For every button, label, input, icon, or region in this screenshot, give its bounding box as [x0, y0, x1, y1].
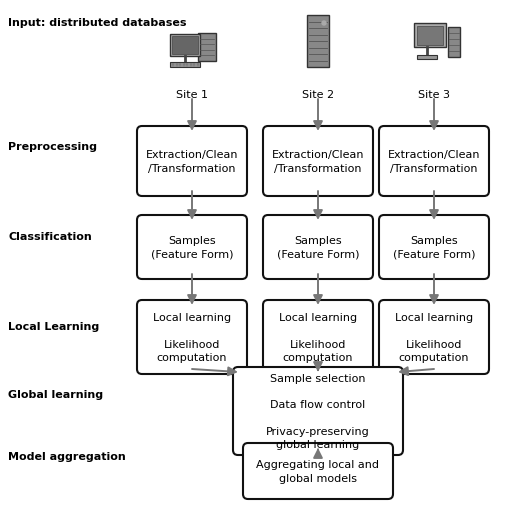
- Text: Extraction/Clean
/Transformation: Extraction/Clean /Transformation: [146, 150, 238, 173]
- Text: Extraction/Clean
/Transformation: Extraction/Clean /Transformation: [388, 150, 480, 173]
- Text: Local learning

Likelihood
computation: Local learning Likelihood computation: [395, 313, 473, 362]
- Text: Samples
(Feature Form): Samples (Feature Form): [151, 236, 233, 259]
- Text: Local learning

Likelihood
computation: Local learning Likelihood computation: [279, 313, 357, 362]
- Text: Site 2: Site 2: [302, 90, 334, 100]
- Text: Extraction/Clean
/Transformation: Extraction/Clean /Transformation: [272, 150, 364, 173]
- Text: Site 3: Site 3: [418, 90, 450, 100]
- FancyBboxPatch shape: [379, 127, 489, 196]
- Text: Aggregating local and
global models: Aggregating local and global models: [257, 460, 380, 483]
- FancyBboxPatch shape: [417, 56, 437, 60]
- FancyBboxPatch shape: [137, 300, 247, 374]
- FancyBboxPatch shape: [307, 16, 329, 68]
- Text: Site 1: Site 1: [176, 90, 208, 100]
- Text: Samples
(Feature Form): Samples (Feature Form): [393, 236, 475, 259]
- Circle shape: [322, 22, 326, 26]
- FancyBboxPatch shape: [170, 35, 200, 57]
- Text: Local learning

Likelihood
computation: Local learning Likelihood computation: [153, 313, 231, 362]
- FancyBboxPatch shape: [379, 300, 489, 374]
- FancyBboxPatch shape: [417, 27, 443, 46]
- FancyBboxPatch shape: [379, 216, 489, 279]
- FancyBboxPatch shape: [172, 37, 198, 55]
- FancyBboxPatch shape: [170, 63, 200, 68]
- FancyBboxPatch shape: [137, 216, 247, 279]
- Text: Samples
(Feature Form): Samples (Feature Form): [277, 236, 359, 259]
- Text: Sample selection

Data flow control

Privacy-preserving
global learning: Sample selection Data flow control Priva…: [266, 373, 370, 449]
- Text: Preprocessing: Preprocessing: [8, 142, 97, 151]
- FancyBboxPatch shape: [137, 127, 247, 196]
- FancyBboxPatch shape: [233, 367, 403, 455]
- FancyBboxPatch shape: [243, 443, 393, 499]
- Text: Global learning: Global learning: [8, 389, 103, 399]
- FancyBboxPatch shape: [198, 34, 216, 62]
- Text: Local Learning: Local Learning: [8, 321, 99, 331]
- FancyBboxPatch shape: [263, 216, 373, 279]
- Text: Classification: Classification: [8, 231, 92, 241]
- FancyBboxPatch shape: [263, 300, 373, 374]
- FancyBboxPatch shape: [414, 24, 446, 48]
- Text: Model aggregation: Model aggregation: [8, 451, 126, 461]
- Text: Input: distributed databases: Input: distributed databases: [8, 18, 187, 28]
- FancyBboxPatch shape: [448, 28, 460, 58]
- FancyBboxPatch shape: [263, 127, 373, 196]
